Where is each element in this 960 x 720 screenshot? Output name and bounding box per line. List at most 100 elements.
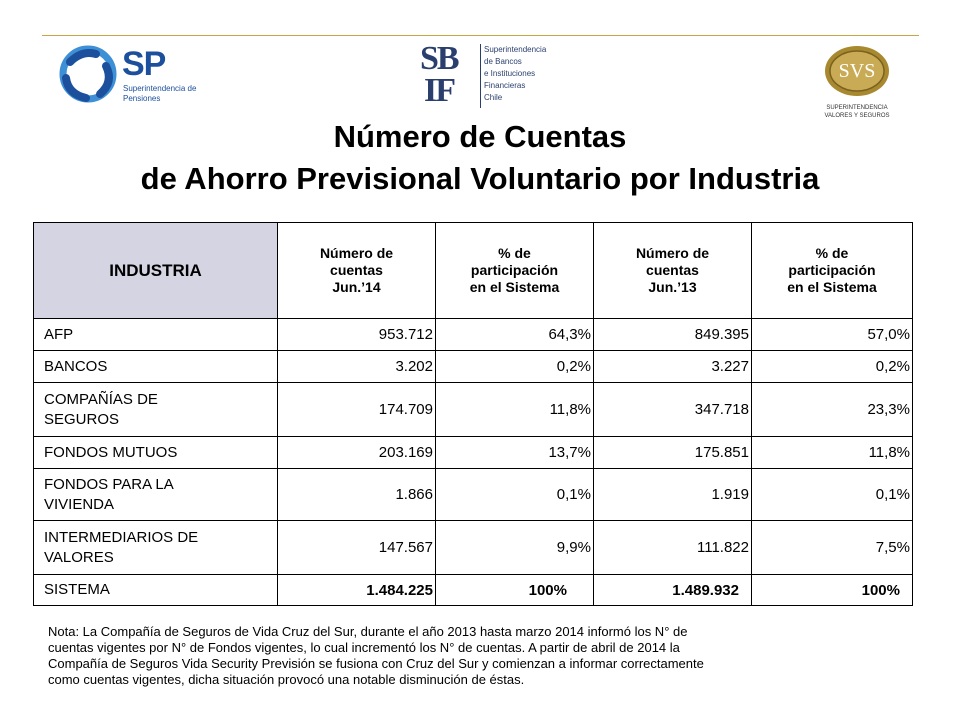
header-accounts-jun14: Número de cuentas Jun.’14	[277, 222, 436, 319]
header-accounts-jun13: Número de cuentas Jun.’13	[593, 222, 752, 319]
cell-accounts-jun14: 203.169	[277, 436, 436, 469]
sp-line2: Pensiones	[123, 94, 161, 103]
sbif-mark-top: SB	[420, 40, 460, 77]
table-row: FONDOS PARA LA VIVIENDA 1.866 0,1% 1.919…	[33, 468, 913, 521]
sbif-line: Chile	[484, 93, 503, 102]
footnote-line: Nota: La Compañía de Seguros de Vida Cru…	[48, 624, 688, 639]
row-label: FONDOS PARA LA VIVIENDA	[33, 468, 278, 521]
svs-line2: VALORES Y SEGUROS	[824, 113, 890, 119]
footnote-line: cuentas vigentes por N° de Fondos vigent…	[48, 640, 680, 655]
table-row-total: SISTEMA 1.484.225 100% 1.489.932 100%	[33, 574, 913, 606]
svs-abbr: SVS	[838, 60, 876, 82]
row-label: SISTEMA	[33, 574, 278, 606]
sp-logo: SP Superintendencia de Pensiones	[56, 42, 206, 108]
page-title: Número de Cuentas de Ahorro Previsional …	[0, 116, 960, 200]
header-line: % de	[498, 245, 531, 261]
cell-accounts-jun14: 174.709	[277, 382, 436, 437]
cell-share-jun14: 13,7%	[435, 436, 594, 469]
sp-line1: Superintendencia de	[123, 84, 197, 93]
row-label-line: VIVIENDA	[44, 495, 115, 513]
svs-logo: SVS SUPERINTENDENCIA VALORES Y SEGUROS	[812, 42, 902, 122]
header-line: participación	[788, 262, 876, 278]
table-row: COMPAÑÍAS DE SEGUROS 174.709 11,8% 347.7…	[33, 382, 913, 437]
header-share-jun14: % de participación en el Sistema	[435, 222, 594, 319]
cell-share-jun14: 100%	[435, 574, 594, 606]
table-row: AFP 953.712 64,3% 849.395 57,0%	[33, 318, 913, 351]
sbif-mark-bottom: IF	[424, 72, 456, 109]
row-label: COMPAÑÍAS DE SEGUROS	[33, 382, 278, 437]
sbif-divider	[480, 44, 481, 108]
cell-accounts-jun13: 3.227	[593, 350, 752, 383]
row-label-line: INTERMEDIARIOS DE	[44, 528, 199, 546]
footnote-line: como cuentas vigentes, dicha situación p…	[48, 672, 525, 687]
table-header-row: INDUSTRIA Número de cuentas Jun.’14 % de…	[33, 222, 913, 319]
row-label-line: BANCOS	[44, 357, 108, 375]
cell-share-jun13: 7,5%	[751, 520, 913, 575]
row-label-line: FONDOS MUTUOS	[44, 443, 178, 461]
sbif-line: Superintendencia	[484, 45, 547, 54]
row-label-line: VALORES	[44, 548, 114, 566]
header-share-jun13: % de participación en el Sistema	[751, 222, 913, 319]
cell-share-jun13: 11,8%	[751, 436, 913, 469]
cell-share-jun14: 0,2%	[435, 350, 594, 383]
svs-emblem	[825, 46, 889, 96]
cell-share-jun13: 23,3%	[751, 382, 913, 437]
header-line: en el Sistema	[787, 279, 877, 295]
row-label-line: FONDOS PARA LA	[44, 475, 174, 493]
cell-accounts-jun13: 849.395	[593, 318, 752, 351]
table-row: BANCOS 3.202 0,2% 3.227 0,2%	[33, 350, 913, 383]
header-line: INDUSTRIA	[109, 261, 202, 280]
title-line-2: de Ahorro Previsional Voluntario por Ind…	[140, 161, 820, 196]
header-line: Número de	[319, 245, 394, 261]
footnote-line: Compañía de Seguros Vida Security Previs…	[48, 656, 704, 671]
header-line: cuentas	[330, 262, 383, 278]
footnote: Nota: La Compañía de Seguros de Vida Cru…	[48, 624, 878, 688]
cell-accounts-jun13: 111.822	[593, 520, 752, 575]
cell-share-jun13: 0,1%	[751, 468, 913, 521]
row-label: INTERMEDIARIOS DE VALORES	[33, 520, 278, 575]
row-label: FONDOS MUTUOS	[33, 436, 278, 469]
row-label-line: SISTEMA	[44, 581, 110, 598]
top-rule	[42, 35, 919, 36]
sbif-line: de Bancos	[484, 57, 522, 66]
header-line: participación	[470, 262, 559, 278]
cell-share-jun13: 57,0%	[751, 318, 913, 351]
cell-accounts-jun14: 1.866	[277, 468, 436, 521]
row-label: AFP	[33, 318, 278, 351]
title-line-1: Número de Cuentas	[333, 119, 627, 154]
row-label-line: SEGUROS	[44, 410, 120, 428]
table-row: FONDOS MUTUOS 203.169 13,7% 175.851 11,8…	[33, 436, 913, 469]
header-line: cuentas	[646, 262, 699, 278]
header-line: Número de	[635, 245, 710, 261]
cell-accounts-jun13: 175.851	[593, 436, 752, 469]
header-industria: INDUSTRIA	[33, 222, 278, 319]
cell-accounts-jun13: 1.919	[593, 468, 752, 521]
header-line: en el Sistema	[469, 279, 560, 295]
cell-accounts-jun13: 1.489.932	[593, 574, 752, 606]
header-line: Jun.’13	[648, 279, 697, 295]
cell-accounts-jun14: 1.484.225	[277, 574, 436, 606]
cell-accounts-jun14: 147.567	[277, 520, 436, 575]
table-row: INTERMEDIARIOS DE VALORES 147.567 9,9% 1…	[33, 520, 913, 575]
sbif-line: e Instituciones	[484, 69, 536, 78]
row-label-line: AFP	[44, 325, 74, 343]
cell-share-jun13: 0,2%	[751, 350, 913, 383]
row-label: BANCOS	[33, 350, 278, 383]
header-line: % de	[815, 245, 849, 261]
cell-share-jun13: 100%	[751, 574, 913, 606]
cell-accounts-jun14: 3.202	[277, 350, 436, 383]
sbif-text: Superintendencia de Bancos e Institucion…	[484, 44, 546, 104]
row-label-line: COMPAÑÍAS DE	[44, 390, 158, 408]
sp-logo-mark	[59, 45, 117, 103]
cell-share-jun14: 64,3%	[435, 318, 594, 351]
svs-line1: SUPERINTENDENCIA	[826, 105, 888, 111]
cell-share-jun14: 9,9%	[435, 520, 594, 575]
sbif-line: Financieras	[484, 81, 526, 90]
industry-table: INDUSTRIA Número de cuentas Jun.’14 % de…	[33, 222, 913, 606]
cell-share-jun14: 0,1%	[435, 468, 594, 521]
sp-abbr: SP	[122, 45, 166, 83]
header-line: Jun.’14	[332, 279, 381, 295]
sbif-logo: SB IF Superintendencia de Bancos e Insti…	[418, 40, 548, 112]
cell-accounts-jun13: 347.718	[593, 382, 752, 437]
cell-accounts-jun14: 953.712	[277, 318, 436, 351]
